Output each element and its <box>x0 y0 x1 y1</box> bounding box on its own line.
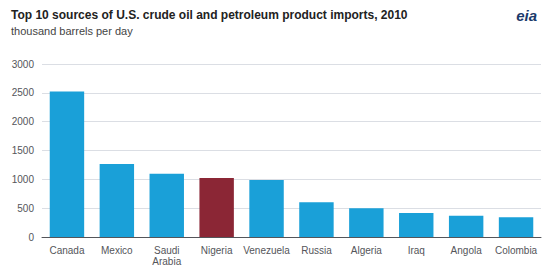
svg-text:Venezuela: Venezuela <box>243 245 290 256</box>
svg-text:500: 500 <box>17 203 34 214</box>
svg-text:Algeria: Algeria <box>351 245 383 256</box>
svg-text:3000: 3000 <box>12 59 35 70</box>
svg-text:Iraq: Iraq <box>408 245 425 256</box>
svg-text:0: 0 <box>28 232 34 243</box>
svg-text:Saudi: Saudi <box>154 245 180 256</box>
svg-text:thousand barrels per day: thousand barrels per day <box>11 25 133 37</box>
svg-text:2000: 2000 <box>12 116 35 127</box>
svg-text:eia: eia <box>516 7 537 24</box>
svg-text:Colombia: Colombia <box>495 245 538 256</box>
svg-text:Angola: Angola <box>451 245 483 256</box>
svg-text:1000: 1000 <box>12 174 35 185</box>
svg-text:Nigeria: Nigeria <box>201 245 233 256</box>
svg-text:Arabia: Arabia <box>152 256 181 267</box>
svg-text:Top 10 sources of U.S. crude o: Top 10 sources of U.S. crude oil and pet… <box>11 8 408 22</box>
svg-text:Canada: Canada <box>49 245 84 256</box>
svg-text:Mexico: Mexico <box>101 245 133 256</box>
svg-text:Russia: Russia <box>301 245 332 256</box>
svg-text:1500: 1500 <box>12 145 35 156</box>
svg-text:2500: 2500 <box>12 87 35 98</box>
